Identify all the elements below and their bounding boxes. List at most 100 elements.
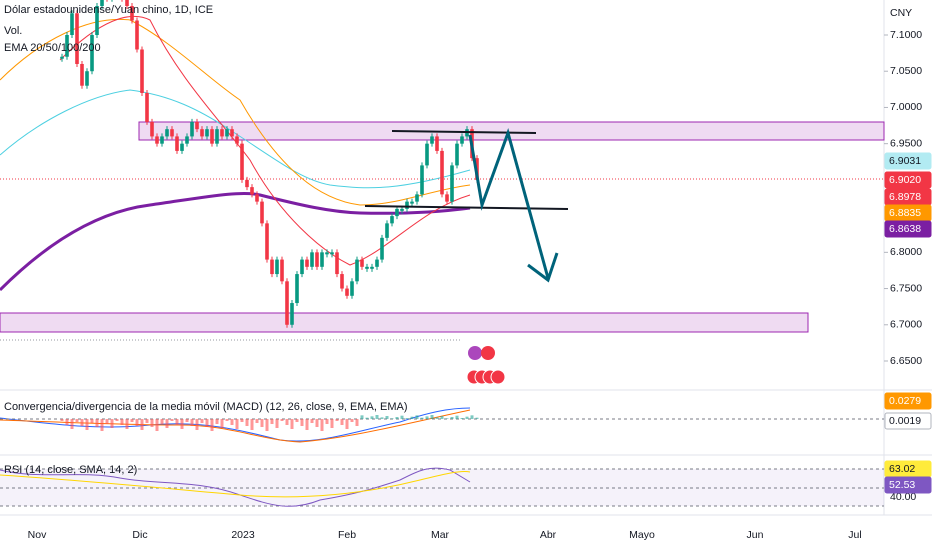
macd-histogram — [215, 419, 219, 424]
candle — [210, 129, 214, 144]
macd-histogram — [390, 418, 394, 419]
macd-histogram — [190, 419, 194, 426]
candle — [310, 252, 314, 267]
macd-histogram — [425, 416, 429, 419]
candle — [325, 252, 329, 255]
macd-histogram — [85, 419, 89, 430]
macd-histogram — [195, 419, 199, 430]
macd-histogram — [145, 419, 149, 423]
price-tick-label: 7.1000 — [890, 29, 922, 41]
arrow-head — [527, 252, 559, 283]
price-tick-label: 6.6500 — [890, 355, 922, 367]
macd-histogram — [320, 419, 324, 431]
candle — [435, 136, 439, 151]
candle — [265, 223, 269, 260]
candle — [410, 201, 414, 204]
price-badge-label: 6.8978 — [889, 191, 921, 203]
candle — [340, 274, 344, 289]
price-badge-label: 0.0279 — [889, 395, 921, 407]
macd-title[interactable]: Convergencia/divergencia de la media móv… — [4, 401, 408, 413]
projection-arrow — [468, 128, 550, 279]
time-axis-label: Jul — [848, 529, 861, 541]
time-axis-label: Mar — [431, 529, 450, 541]
candle — [315, 252, 319, 267]
macd-histogram — [250, 419, 254, 430]
candle — [305, 259, 309, 267]
event-icon[interactable] — [481, 346, 495, 360]
macd-histogram — [120, 419, 124, 425]
candle — [290, 303, 294, 325]
macd-histogram — [430, 415, 434, 419]
candle — [345, 288, 349, 296]
event-icon[interactable] — [490, 369, 506, 385]
candle — [425, 143, 429, 166]
ema-50 — [0, 18, 471, 206]
macd-histogram — [365, 417, 369, 419]
time-axis-label: 2023 — [231, 529, 255, 541]
macd-histogram — [395, 417, 399, 419]
macd-histogram — [245, 419, 249, 426]
candle — [385, 223, 389, 238]
event-icon[interactable] — [468, 346, 482, 360]
macd-histogram — [360, 415, 364, 419]
macd-histogram — [465, 416, 469, 419]
macd-histogram — [330, 419, 334, 428]
macd-histogram — [440, 416, 444, 419]
candle — [330, 252, 334, 255]
macd-histogram — [135, 419, 139, 426]
ema-label[interactable]: EMA 20/50/100/200 — [4, 42, 101, 54]
ema-100 — [0, 89, 471, 189]
candle — [140, 49, 144, 93]
candle — [405, 201, 409, 209]
candle — [295, 274, 299, 304]
candle — [350, 281, 354, 296]
macd-histogram — [235, 419, 239, 429]
macd-histogram — [325, 419, 329, 424]
symbol-title[interactable]: Dólar estadounidense/Yuan chino, 1D, ICE — [4, 4, 213, 16]
macd-histogram — [140, 419, 144, 430]
macd-histogram — [380, 417, 384, 419]
candle — [430, 136, 434, 144]
macd-histogram — [150, 419, 154, 427]
macd-histogram — [270, 419, 274, 424]
volume-label[interactable]: Vol. — [4, 25, 22, 37]
macd-histogram — [295, 419, 299, 422]
candle — [240, 143, 244, 180]
macd-histogram — [155, 419, 159, 431]
macd-histogram — [275, 419, 279, 428]
candle — [155, 136, 159, 144]
price-tick-label: 7.0000 — [890, 101, 922, 113]
price-badge — [884, 171, 932, 189]
candle — [400, 208, 404, 211]
candle — [245, 179, 249, 188]
time-axis-label: Abr — [540, 529, 557, 541]
candle — [165, 129, 169, 137]
candle — [420, 165, 424, 195]
price-badge-label: 6.9020 — [889, 174, 921, 186]
price-badge-label: 6.9031 — [889, 155, 921, 167]
candle — [75, 13, 79, 64]
candle — [395, 208, 399, 217]
price-badge — [884, 152, 932, 170]
macd-histogram — [200, 419, 204, 423]
macd-histogram — [280, 419, 284, 421]
candle — [280, 259, 284, 282]
candle — [80, 63, 84, 86]
macd-histogram — [240, 419, 244, 422]
macd-histogram — [460, 418, 464, 419]
macd-histogram — [95, 419, 99, 427]
price-tick-label: 7.0500 — [890, 65, 922, 77]
macd-histogram — [80, 419, 84, 426]
macd-histogram — [220, 419, 224, 428]
candle — [285, 281, 289, 325]
rsi-title[interactable]: RSI (14, close, SMA, 14, 2) — [4, 464, 137, 476]
candle — [360, 259, 364, 267]
candle — [215, 129, 219, 144]
currency-label: CNY — [890, 7, 912, 19]
macd-histogram — [315, 419, 319, 427]
candle — [320, 252, 324, 267]
time-axis-label: Nov — [28, 529, 47, 541]
macd-histogram — [345, 419, 349, 429]
candle — [365, 266, 369, 269]
